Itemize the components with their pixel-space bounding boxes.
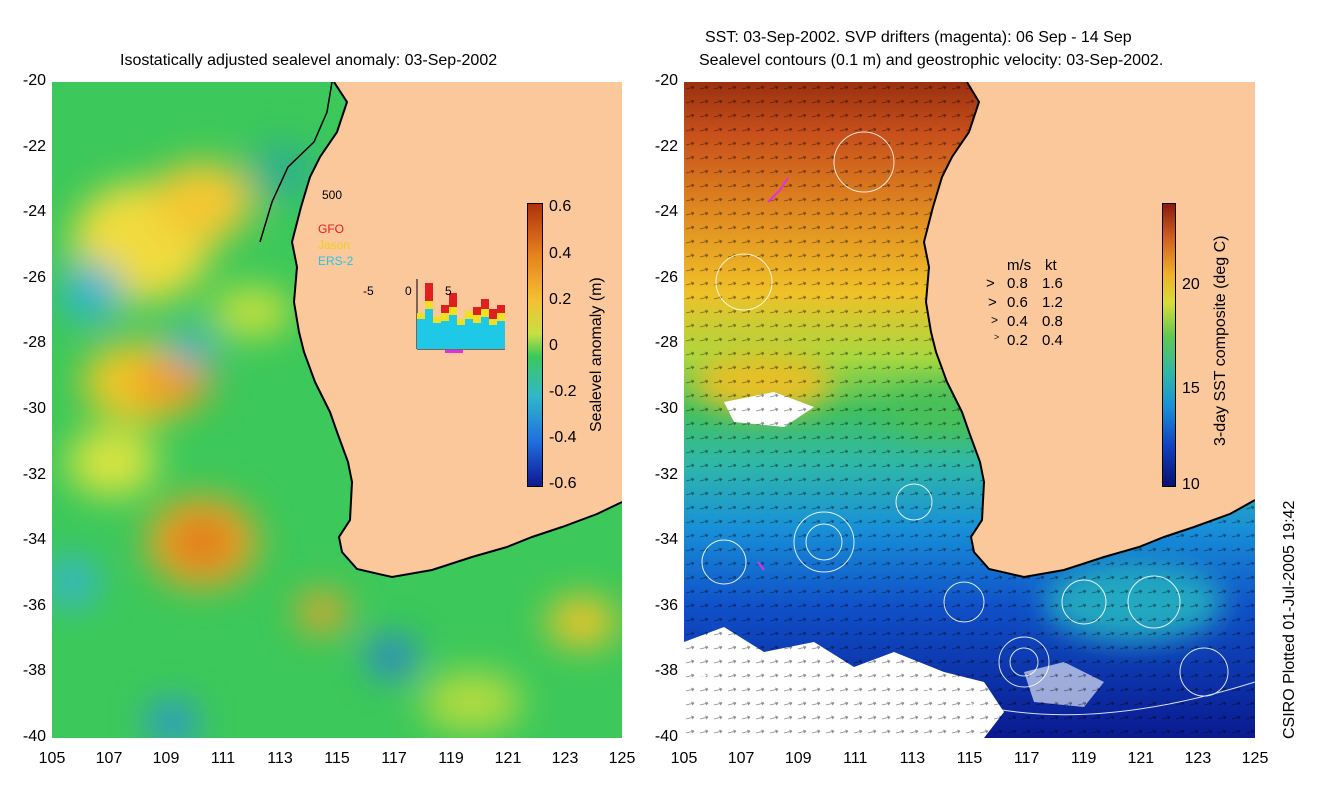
x-tick-label: 107 xyxy=(727,750,755,767)
drifter-track xyxy=(767,177,789,203)
y-tick-label: -36 xyxy=(654,596,678,614)
satellite-count-inset xyxy=(415,279,507,365)
right-panel-title-line1: SST: 03-Sep-2002. SVP drifters (magenta)… xyxy=(705,29,1132,46)
y-tick-label: -24 xyxy=(22,203,46,221)
coastline xyxy=(922,82,1255,579)
y-tick-label: -30 xyxy=(654,400,678,417)
histogram-bars xyxy=(417,283,505,353)
sst-colorbar xyxy=(1162,203,1176,487)
sealevel-colorbar-tick: 0.6 xyxy=(549,198,572,215)
sst-colorbar-tick: 20 xyxy=(1182,276,1200,293)
inset-legend-jason: Jason xyxy=(318,238,351,252)
x-tick-label: 105 xyxy=(38,750,66,767)
sst-colorbar-tick: 10 xyxy=(1182,476,1200,493)
y-tick-label: -26 xyxy=(22,268,46,286)
sealevel-colorbar xyxy=(527,203,543,487)
inset-ymax-label: 500 xyxy=(322,188,343,202)
x-tick-label: 113 xyxy=(267,750,293,767)
sealevel-colorbar-tick: 0.4 xyxy=(549,245,572,262)
x-tick-label: 121 xyxy=(1127,750,1155,767)
x-tick-label: 121 xyxy=(494,750,522,767)
y-tick-label: -40 xyxy=(654,728,678,745)
coastline xyxy=(290,82,622,579)
x-tick-label: 119 xyxy=(438,750,464,767)
left-panel-title: Isostatically adjusted sealevel anomaly:… xyxy=(120,52,498,69)
inset-legend-gfo: GFO xyxy=(318,222,344,236)
inset-legend-ers2: ERS-2 xyxy=(318,254,354,268)
y-tick-label: -40 xyxy=(22,728,46,745)
x-tick-label: 117 xyxy=(1013,750,1040,767)
sealevel-colorbar-tick: -0.6 xyxy=(549,475,577,492)
y-tick-label: -32 xyxy=(654,465,678,483)
speed-legend-ms: 0.6 xyxy=(1007,294,1028,311)
y-tick-label: -20 xyxy=(22,72,46,89)
sst-colorbar-tick: 15 xyxy=(1182,380,1200,397)
speed-legend-arrow-icon: > xyxy=(986,275,995,292)
y-tick-label: -30 xyxy=(22,400,46,417)
speed-legend-ms: 0.2 xyxy=(1007,332,1028,349)
x-tick-label: 109 xyxy=(784,750,812,767)
x-tick-label: 109 xyxy=(152,750,180,767)
y-tick-label: -28 xyxy=(654,334,678,352)
x-tick-label: 119 xyxy=(1070,750,1097,767)
speed-legend-arrow-icon: > xyxy=(994,332,1000,342)
speed-legend-header-ms: m/s xyxy=(1007,257,1032,274)
y-tick-label: -34 xyxy=(22,531,46,549)
y-tick-label: -38 xyxy=(654,662,678,680)
sealevel-colorbar-tick: 0 xyxy=(549,337,558,354)
y-tick-label: -20 xyxy=(654,72,678,89)
y-tick-label: -26 xyxy=(654,268,678,286)
x-tick-label: 123 xyxy=(1184,750,1212,767)
x-tick-label: 123 xyxy=(551,750,579,767)
x-tick-label: 111 xyxy=(210,750,236,767)
right-panel-title-line2: Sealevel contours (0.1 m) and geostrophi… xyxy=(699,52,1164,69)
inset-xtick: 0 xyxy=(405,284,412,298)
sealevel-contours xyxy=(684,131,1255,716)
speed-legend-kt: 0.4 xyxy=(1042,332,1063,349)
x-tick-label: 113 xyxy=(899,750,926,767)
y-tick-label: -38 xyxy=(22,662,46,680)
x-tick-label: 111 xyxy=(843,750,868,767)
inset-xtick: -5 xyxy=(363,284,374,298)
drifter-track xyxy=(757,561,765,571)
speed-legend-ms: 0.8 xyxy=(1007,275,1028,292)
y-tick-label: -28 xyxy=(22,334,46,352)
anomaly-field xyxy=(52,142,617,738)
x-tick-label: 125 xyxy=(1241,750,1269,767)
y-tick-label: -32 xyxy=(22,465,46,483)
speed-legend-kt: 0.8 xyxy=(1042,313,1063,330)
x-tick-label: 105 xyxy=(670,750,698,767)
sealevel-colorbar-tick: -0.2 xyxy=(549,383,577,400)
shelf-contour xyxy=(259,82,333,243)
speed-legend-header-kt: kt xyxy=(1045,257,1057,274)
plot-credit: CSIRO Plotted 01-Jul-2005 19:42 xyxy=(1281,500,1298,739)
y-tick-label: -34 xyxy=(654,531,678,549)
sealevel-colorbar-tick: 0.2 xyxy=(549,291,572,308)
speed-legend-arrow-icon: > xyxy=(988,294,997,311)
y-tick-label: -22 xyxy=(22,137,46,155)
y-tick-label: -36 xyxy=(22,596,46,614)
x-tick-label: 125 xyxy=(608,750,636,767)
speed-legend-kt: 1.6 xyxy=(1042,275,1063,292)
inset-xtick: 5 xyxy=(445,284,452,298)
speed-legend-arrow-icon: > xyxy=(991,313,999,327)
x-tick-label: 115 xyxy=(956,750,983,767)
sst-colorbar-label: 3-day SST composite (deg C) xyxy=(1212,235,1229,446)
sealevel-colorbar-tick: -0.4 xyxy=(549,429,577,446)
speed-legend-kt: 1.2 xyxy=(1042,294,1063,311)
speed-legend-ms: 0.4 xyxy=(1007,313,1028,330)
x-tick-label: 117 xyxy=(381,750,407,767)
sealevel-colorbar-label: Sealevel anomaly (m) xyxy=(588,277,605,432)
x-tick-label: 107 xyxy=(95,750,123,767)
y-tick-label: -24 xyxy=(654,203,678,221)
y-tick-label: -22 xyxy=(654,137,678,155)
x-tick-label: 115 xyxy=(324,750,350,767)
inset-histogram xyxy=(416,279,505,353)
